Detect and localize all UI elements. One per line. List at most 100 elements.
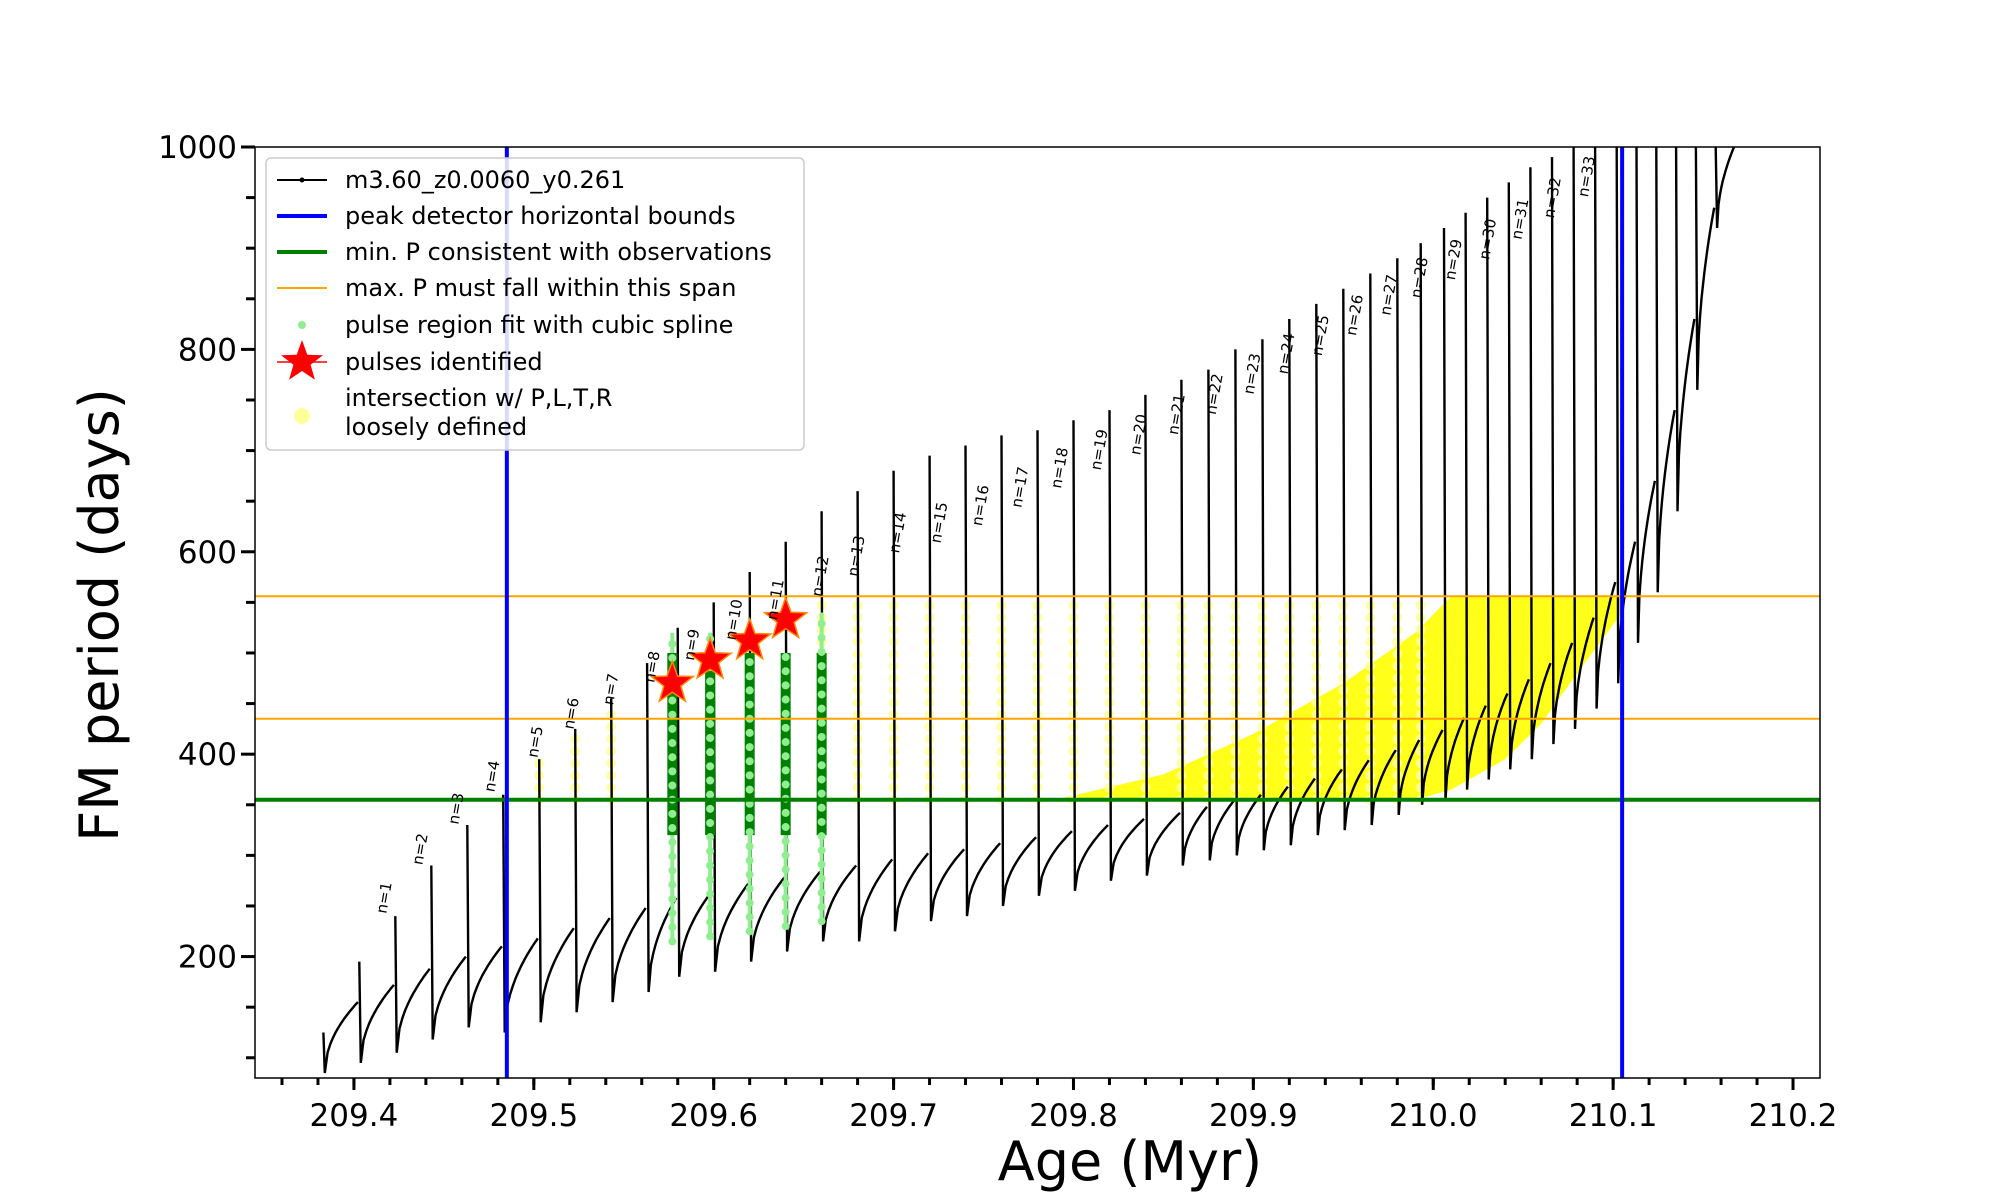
- pulse-cycle: [1464, 212, 1487, 790]
- x-axis-title: Age (Myr): [998, 1130, 1263, 1193]
- spline-fit-point: [706, 776, 715, 785]
- spline-fit-point: [745, 828, 754, 837]
- intersection-point: [1415, 758, 1426, 769]
- y-axis: 200 400 600 800 1000: [158, 130, 255, 1060]
- spline-fit-point: [817, 874, 826, 883]
- legend-box: [265, 157, 805, 451]
- spline-fit-point: [781, 908, 790, 917]
- spline-fit-point: [745, 672, 754, 681]
- spline-fit-point: [706, 733, 715, 742]
- spline-fit-point: [668, 739, 677, 748]
- x-tick-label: 209.9: [1209, 1098, 1298, 1134]
- pulse-cycle: [610, 698, 647, 1003]
- pulse-star: [649, 659, 696, 703]
- pulse-cycle: [394, 916, 431, 1053]
- pulse-n-label: n=1: [373, 881, 396, 915]
- intersection-point: [1230, 782, 1241, 793]
- spline-fit-point: [817, 817, 826, 826]
- pulse-n-label: n=18: [1047, 446, 1072, 490]
- pulse-n-label: n=3: [445, 791, 468, 825]
- spline-fit-point: [781, 752, 790, 761]
- legend-swatch-star: [281, 340, 323, 380]
- pulse-n-label: n=22: [1202, 372, 1227, 416]
- x-tick-label: 210.1: [1569, 1098, 1658, 1134]
- pulse-cycle: [1108, 410, 1145, 881]
- x-tick-label: 209.6: [669, 1098, 758, 1134]
- spline-fit-region: [816, 612, 827, 926]
- y-tick-label: 200: [178, 940, 237, 976]
- pulse-cycle: [676, 627, 714, 977]
- pulse-n-label: n=21: [1164, 392, 1189, 436]
- y-tick-label: 800: [178, 332, 237, 368]
- legend-label: m3.60_z0.0060_y0.261: [345, 166, 625, 194]
- spline-fit-point: [781, 653, 790, 662]
- intersection-point: [1257, 782, 1268, 793]
- spline-fit-point: [817, 860, 826, 869]
- pulse-cycle: [1207, 369, 1235, 861]
- spline-fit-point: [745, 799, 754, 808]
- spline-fit-region: [705, 632, 716, 941]
- pulse-n-label: n=19: [1087, 428, 1112, 472]
- pulse-cycle: [1714, 147, 1736, 229]
- pulse-cycle: [1342, 288, 1370, 831]
- intersection-point: [1392, 733, 1403, 744]
- intersection-point: [1392, 770, 1403, 781]
- legend-swatch-dot: [298, 321, 306, 329]
- intersection-point: [1284, 758, 1295, 769]
- pulse-n-label: n=8: [641, 650, 664, 684]
- intersection-point: [1392, 758, 1403, 769]
- spline-fit-point: [668, 894, 677, 903]
- spline-fit-point: [668, 866, 677, 875]
- pulse-cycle: [1529, 167, 1552, 760]
- pulse-cycle: [1550, 157, 1574, 745]
- pulse-cycle: [538, 759, 575, 1023]
- spline-fit-point: [668, 710, 677, 719]
- intersection-point: [1338, 782, 1349, 793]
- spline-fit-point: [668, 838, 677, 847]
- pulse-n-label: n=6: [560, 696, 583, 730]
- spline-fit-point: [817, 732, 826, 741]
- pulse-cycle: [1261, 339, 1289, 851]
- pulse-cycle: [712, 602, 750, 972]
- pulse-cycle: [574, 728, 611, 1013]
- x-tick-label: 209.5: [489, 1098, 578, 1134]
- spline-fit-point: [781, 808, 790, 817]
- spline-fit-point: [781, 766, 790, 775]
- intersection-point: [1365, 746, 1376, 757]
- spline-fit-point: [706, 748, 715, 757]
- pulse-cycle: [1615, 147, 1637, 684]
- spline-fit-point: [706, 705, 715, 714]
- spline-fit-point: [745, 728, 754, 737]
- spline-fit-point: [668, 923, 677, 932]
- plot-inner: [322, 147, 1736, 1074]
- spline-fit-region: [744, 652, 755, 936]
- intersection-point: [1415, 746, 1426, 757]
- spline-fit-point: [706, 719, 715, 728]
- pulse-cycle: [1635, 147, 1657, 643]
- spline-fit-point: [668, 696, 677, 705]
- spline-fit-point: [817, 917, 826, 926]
- pulse-cycle: [1655, 147, 1676, 593]
- spline-fit-point: [706, 889, 715, 898]
- spline-fit-point: [668, 767, 677, 776]
- intersection-point: [1311, 770, 1322, 781]
- spline-fit-point: [668, 880, 677, 889]
- legend-swatch-dot: [299, 177, 305, 183]
- spline-fit-point: [706, 847, 715, 856]
- pulse-cycle: [748, 571, 786, 962]
- intersection-band: [1055, 596, 1623, 800]
- pulse-cycle: [784, 541, 822, 952]
- spline-fit-point: [781, 837, 790, 846]
- spline-fit-point: [706, 818, 715, 827]
- spline-fit-point: [781, 922, 790, 931]
- spline-fit-point: [817, 718, 826, 727]
- intersection-point: [1365, 782, 1376, 793]
- y-tick-label: 600: [178, 535, 237, 571]
- plot-area: n=1n=2n=3n=4n=5n=6n=7n=8n=9n=10 n=11n=12 n…: [254, 146, 1821, 1079]
- spline-fit-point: [781, 851, 790, 860]
- pulse-n-label: n=7: [599, 672, 622, 706]
- spline-fit-point: [817, 846, 826, 855]
- x-tick-label: 209.8: [1029, 1098, 1118, 1134]
